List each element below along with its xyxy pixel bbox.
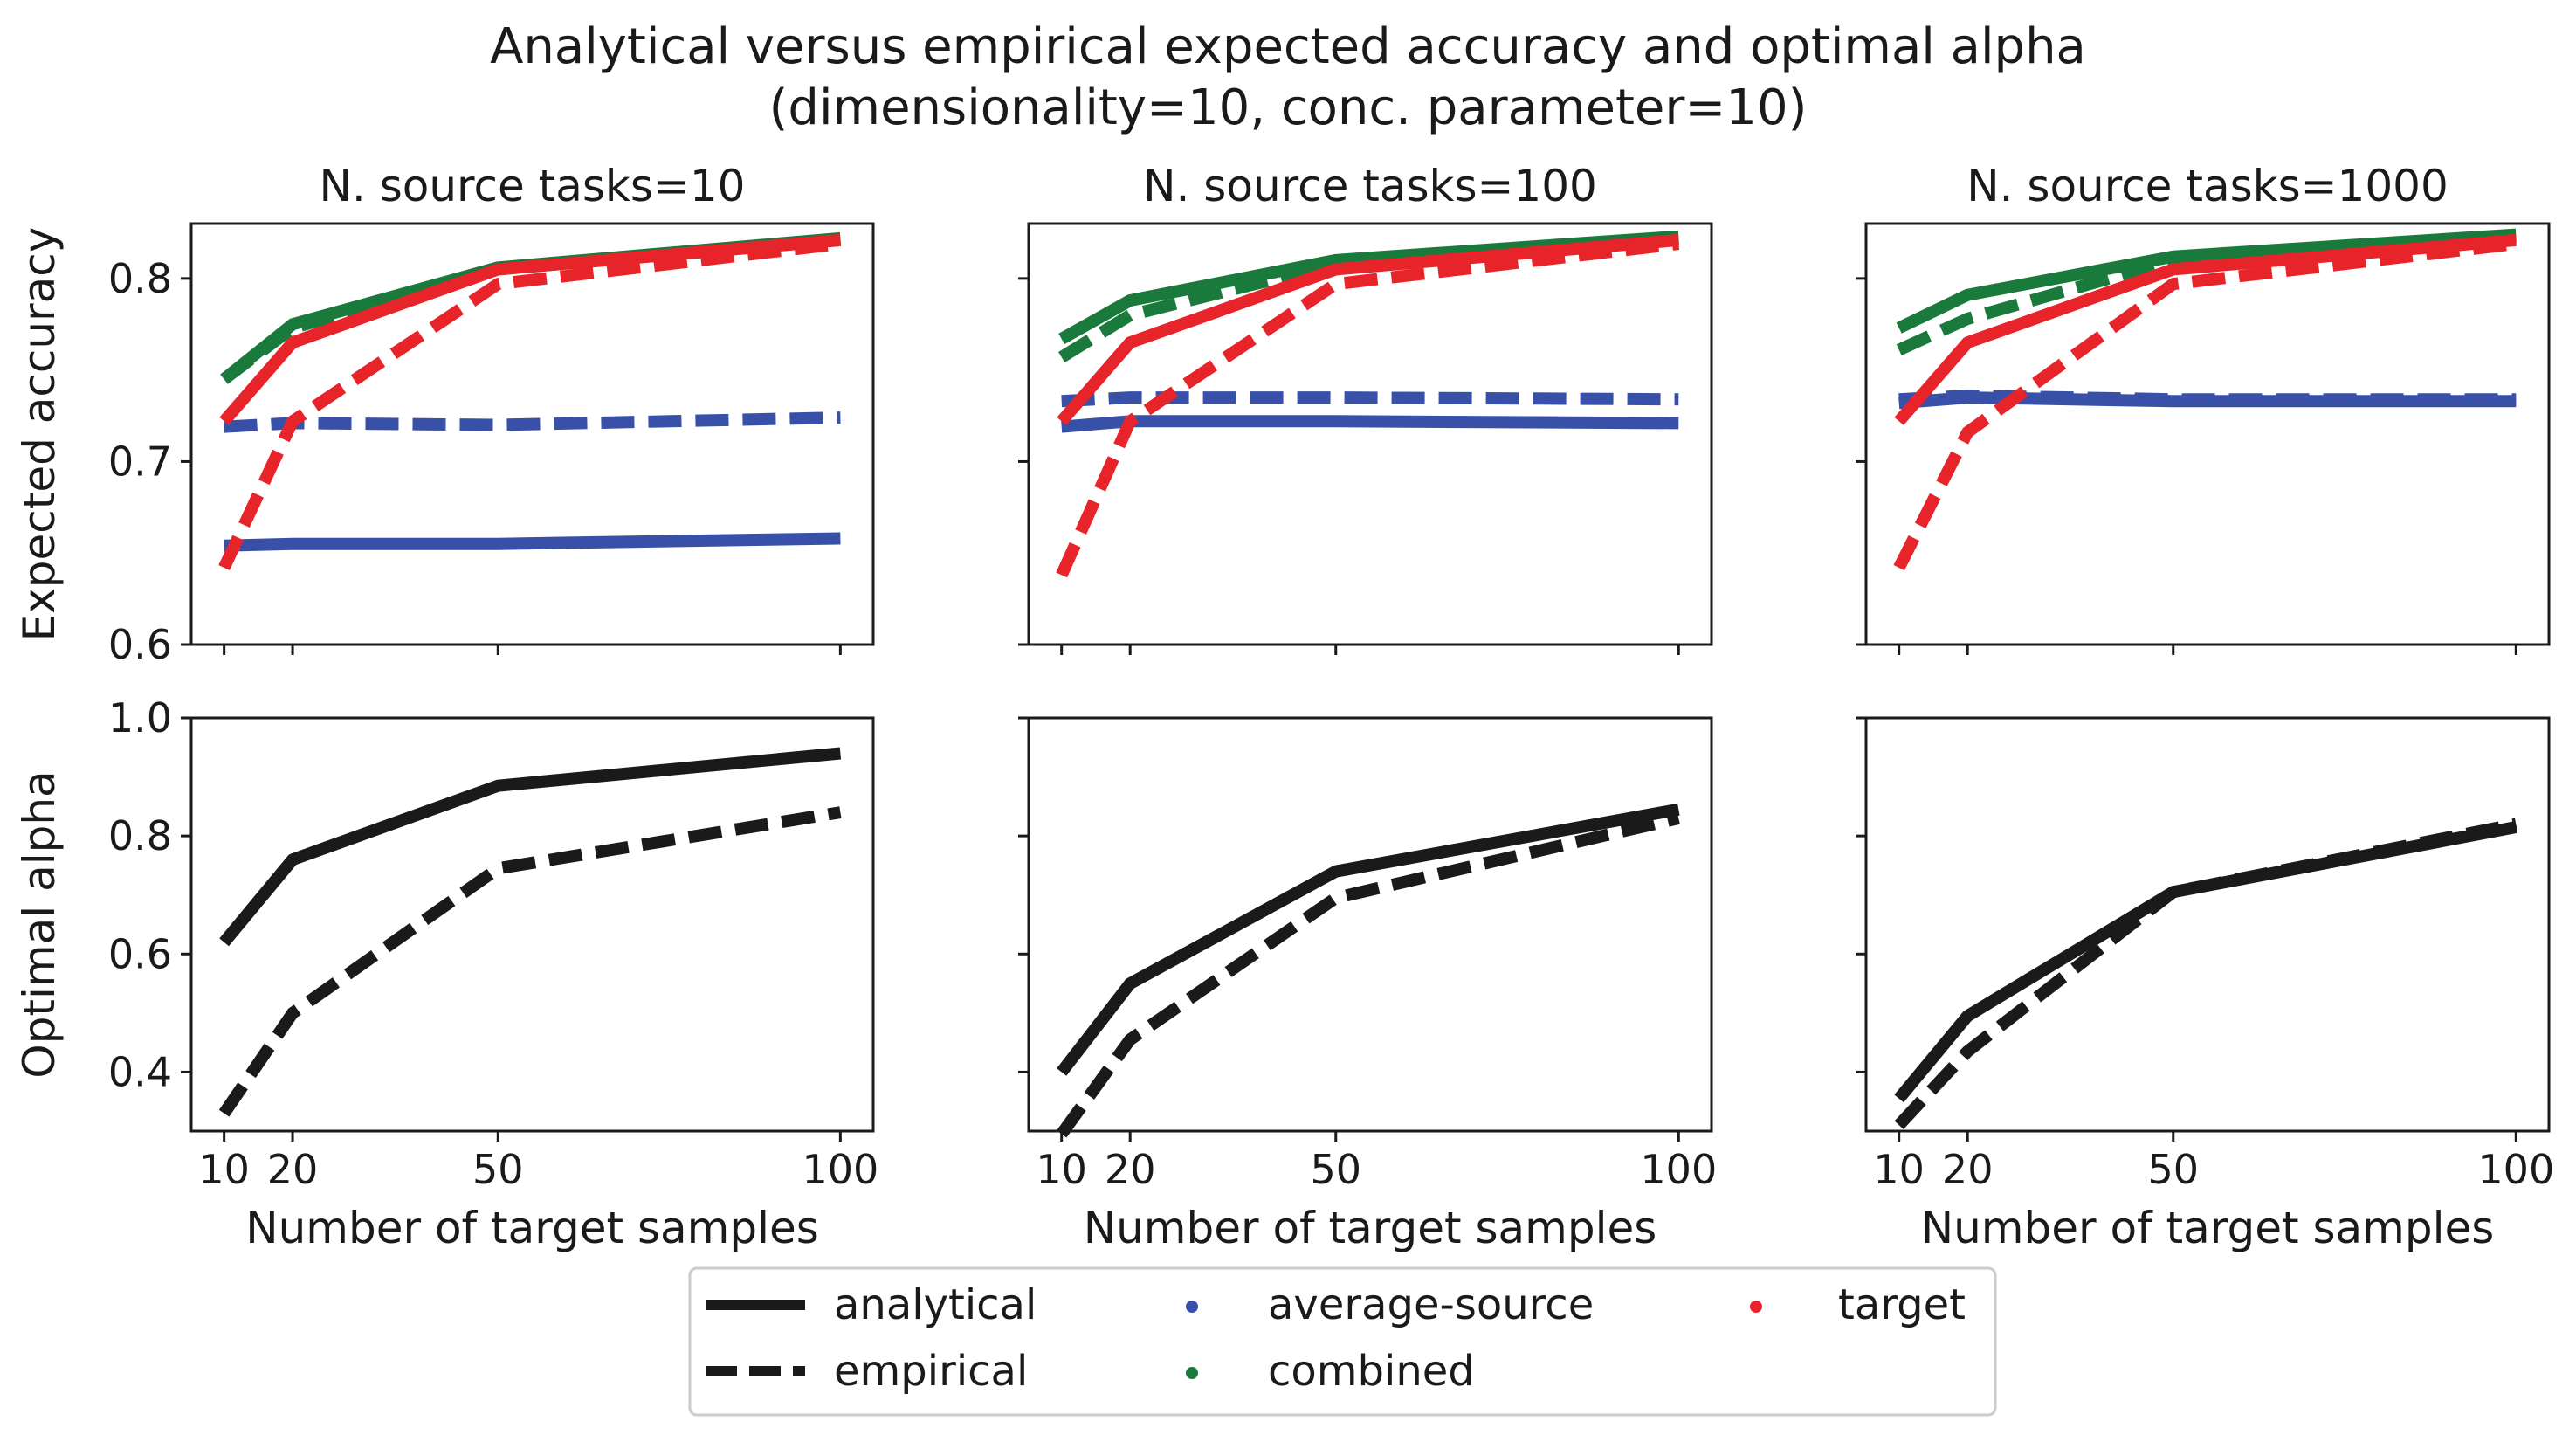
legend-target-marker xyxy=(1750,1301,1762,1313)
series-target-empirical-line xyxy=(218,238,842,570)
series-target-empirical-line xyxy=(1056,238,1680,578)
y-axis-label: Optimal alpha xyxy=(14,770,65,1078)
series-target-analytical-line xyxy=(1057,233,1679,425)
panel-2: N. source tasks=100 xyxy=(1018,161,1713,655)
panel-4: Optimal alpha 10 20 50 100 Number of target s… xyxy=(14,694,878,1253)
plot-frame xyxy=(1027,716,1713,1133)
legend-target-label: target xyxy=(1838,1280,1966,1329)
panel-title: N. source tasks=100 xyxy=(1143,161,1597,211)
y-tick-label: 0.7 xyxy=(108,438,172,485)
panel-title: N. source tasks=10 xyxy=(320,161,746,211)
plot-frame xyxy=(1864,222,2551,646)
x-tick-label: 20 xyxy=(1105,1146,1156,1193)
series-average-source-analytical-line xyxy=(1061,415,1679,433)
plot-frame xyxy=(189,716,875,1133)
series-target-analytical-line xyxy=(219,233,841,425)
series-combined-analytical-line xyxy=(1058,230,1679,345)
legend-empirical-label: empirical xyxy=(834,1347,1028,1396)
panel-6: 10 20 50 100 Number of target samples xyxy=(1856,716,2554,1253)
series-average-source-empirical-line xyxy=(224,411,841,433)
legend-average-source-marker xyxy=(1186,1301,1198,1313)
x-tick-label: 20 xyxy=(267,1146,319,1193)
x-tick-label: 20 xyxy=(1942,1146,1994,1193)
series-combined-analytical-line xyxy=(1896,228,2517,334)
y-tick-label: 0.8 xyxy=(108,255,172,302)
legend-combined-marker xyxy=(1186,1367,1198,1379)
panel-5: 10 20 50 100 Number of target samples xyxy=(1018,716,1717,1253)
x-tick-label: 100 xyxy=(802,1146,878,1193)
legend-average-source-label: average-source xyxy=(1268,1280,1594,1329)
panel-1: N. source tasks=10 Expected accuracy 0.6 0.… xyxy=(14,161,875,668)
y-tick-label: 0.8 xyxy=(108,812,172,859)
series-analytical-analytical-line xyxy=(1057,803,1680,1076)
legend-frame xyxy=(688,1266,1997,1417)
x-tick-label: 100 xyxy=(1640,1146,1717,1193)
y-tick-label: 0.6 xyxy=(108,930,172,977)
series-average-source-empirical-line xyxy=(1898,390,2517,406)
series-combined-analytical-line xyxy=(220,231,841,384)
plot-frame xyxy=(189,222,875,646)
legend-combined-label: combined xyxy=(1268,1347,1475,1396)
figure-title-line2: (dimensionality=10, conc. parameter=10) xyxy=(769,79,1808,136)
x-axis-label: Number of target samples xyxy=(1084,1203,1657,1253)
series-analytical-analytical-line xyxy=(219,747,842,947)
series-empirical-empirical-line xyxy=(218,806,842,1117)
legend: analytical empirical average-source comb… xyxy=(688,1266,1997,1417)
x-tick-label: 50 xyxy=(2147,1146,2199,1193)
series-combined-empirical-line xyxy=(220,233,841,384)
series-average-source-empirical-line xyxy=(1061,391,1679,408)
x-tick-label: 10 xyxy=(1873,1146,1925,1193)
series-analytical-analytical-line xyxy=(1894,821,2517,1103)
y-tick-label: 0.4 xyxy=(108,1048,172,1095)
series-average-source-analytical-line xyxy=(224,532,841,552)
y-tick-label: 1.0 xyxy=(108,694,172,742)
plot-frame xyxy=(1864,716,2551,1133)
legend-analytical-label: analytical xyxy=(834,1280,1037,1329)
series-target-analytical-line xyxy=(1894,233,2517,425)
y-axis-label: Expected accuracy xyxy=(14,227,65,642)
x-axis-label: Number of target samples xyxy=(245,1203,819,1253)
y-tick-label: 0.6 xyxy=(108,621,172,668)
x-tick-label: 100 xyxy=(2477,1146,2554,1193)
x-axis-label: Number of target samples xyxy=(1921,1203,2495,1253)
x-tick-label: 10 xyxy=(1036,1146,1087,1193)
series-target-empirical-line xyxy=(1893,238,2517,571)
panel-title: N. source tasks=1000 xyxy=(1966,161,2449,211)
plot-frame xyxy=(1027,222,1713,646)
x-tick-label: 50 xyxy=(1310,1146,1361,1193)
panels: N. source tasks=10 Expected accuracy 0.6 0.… xyxy=(14,161,2554,1253)
figure-title-line1: Analytical versus empirical expected acc… xyxy=(490,18,2086,75)
x-tick-label: 50 xyxy=(472,1146,524,1193)
panel-3: N. source tasks=1000 xyxy=(1856,161,2551,655)
series-empirical-empirical-line xyxy=(1894,818,2517,1129)
x-tick-label: 10 xyxy=(198,1146,250,1193)
series-empirical-empirical-line xyxy=(1057,812,1680,1138)
